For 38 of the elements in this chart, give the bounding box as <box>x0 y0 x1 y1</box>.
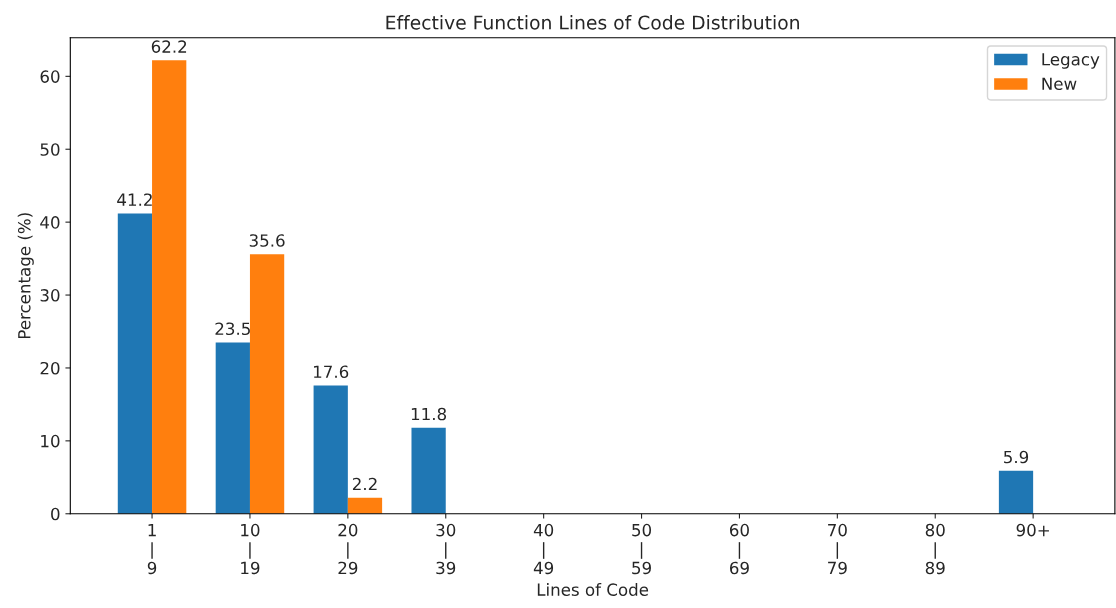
x-tick-label: 1 | 9 <box>147 524 157 575</box>
x-tick-label: 80 | 89 <box>925 523 945 575</box>
bar <box>347 497 383 514</box>
x-tick-label: 10 | 19 <box>241 523 260 575</box>
legend-label: Legacy <box>1042 53 1100 69</box>
x-tick-label: 50 | 59 <box>632 523 652 575</box>
data-label: 11.8 <box>411 407 447 421</box>
y-tick-label: 0 <box>51 507 60 521</box>
data-label: 2.2 <box>352 477 377 491</box>
y-tick-label: 20 <box>40 361 60 375</box>
bar <box>411 427 446 514</box>
x-tick-label: 90+ <box>1016 523 1049 537</box>
y-tick-label: 60 <box>40 70 60 83</box>
chart-title: Effective Function Lines of Code Distribution <box>386 15 799 30</box>
bar <box>249 254 285 514</box>
x-axis-title: Lines of Code <box>537 583 649 596</box>
bar <box>215 342 250 514</box>
legend-label: New <box>1042 77 1077 91</box>
y-tick-label: 10 <box>41 434 60 448</box>
bar <box>313 385 348 514</box>
bar <box>152 60 187 514</box>
data-label: 62.2 <box>151 40 187 53</box>
x-tick-label: 60 | 69 <box>730 523 749 575</box>
data-label: 23.5 <box>215 322 250 336</box>
y-axis-title: Percentage (%) <box>17 213 34 339</box>
data-label: 35.6 <box>249 234 285 247</box>
x-tick-label: 30 | 39 <box>436 523 456 575</box>
data-label: 5.9 <box>1004 450 1029 464</box>
data-label: 17.6 <box>313 365 349 379</box>
bar <box>998 470 1034 514</box>
data-label: 41.2 <box>117 193 152 206</box>
x-tick-label: 20 | 29 <box>338 523 358 575</box>
x-tick-label: 70 | 79 <box>828 523 847 575</box>
bar <box>117 213 153 514</box>
y-tick-label: 40 <box>40 216 60 229</box>
x-tick-label: 40 | 49 <box>533 523 554 575</box>
y-tick-label: 50 <box>40 143 60 156</box>
y-tick-label: 30 <box>40 289 60 302</box>
